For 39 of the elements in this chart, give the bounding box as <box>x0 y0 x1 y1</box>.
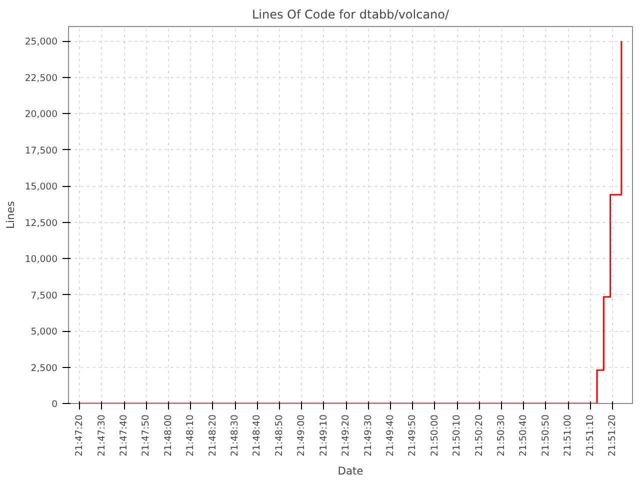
x-tick-label: 21:51:20 <box>607 414 618 456</box>
x-tick-label: 21:49:00 <box>296 414 308 456</box>
y-tick-label: 22,500 <box>24 72 58 84</box>
y-tick-label: 5,000 <box>30 326 58 338</box>
x-tick-label: 21:50:50 <box>540 414 552 456</box>
x-tick-label: 21:48:40 <box>252 414 263 456</box>
y-tick-label: 15,000 <box>24 182 58 192</box>
x-tick-label: 21:49:20 <box>340 414 352 456</box>
x-tick-label: 21:48:50 <box>274 414 285 456</box>
x-tick-label: 21:47:40 <box>118 414 130 456</box>
y-axis-title: Lines <box>4 200 17 229</box>
y-tick-label: 10,000 <box>24 254 58 265</box>
y-tick-label: 2,500 <box>30 362 58 374</box>
x-tick-label: 21:48:00 <box>162 414 174 456</box>
y-tick-label: 7,500 <box>30 290 58 302</box>
y-tick-label: 0 <box>52 399 58 410</box>
x-tick-label: 21:50:40 <box>518 414 530 456</box>
x-axis-title: Date <box>338 464 364 478</box>
x-tick-label: 21:47:20 <box>74 414 86 456</box>
x-tick-label: 21:49:10 <box>318 414 330 456</box>
x-tick-label: 21:48:20 <box>207 414 218 456</box>
x-tick-label: 21:48:10 <box>185 414 196 456</box>
x-tick-label: 21:51:10 <box>584 414 596 456</box>
x-tick-label: 21:47:30 <box>96 414 108 456</box>
x-tick-label: 21:49:50 <box>407 414 418 456</box>
x-tick-label: 21:47:50 <box>140 414 152 456</box>
x-tick-label: 21:50:20 <box>474 414 485 456</box>
x-tick-label: 21:49:30 <box>362 414 374 456</box>
x-tick-label: 21:49:40 <box>384 414 396 456</box>
y-tick-label: 17,500 <box>24 145 58 156</box>
chart-title: Lines Of Code for dtabb/volcano/ <box>252 8 450 22</box>
x-tick-label: 21:51:00 <box>562 414 574 456</box>
x-tick-label: 21:48:30 <box>230 414 241 456</box>
x-tick-label: 21:50:10 <box>452 414 463 456</box>
y-tick-label: 12,500 <box>24 218 58 229</box>
x-tick-label: 21:50:00 <box>429 414 440 456</box>
x-tick-label: 21:50:30 <box>496 414 507 456</box>
y-tick-label: 20,000 <box>24 109 58 120</box>
y-tick-label: 25,000 <box>24 36 58 48</box>
